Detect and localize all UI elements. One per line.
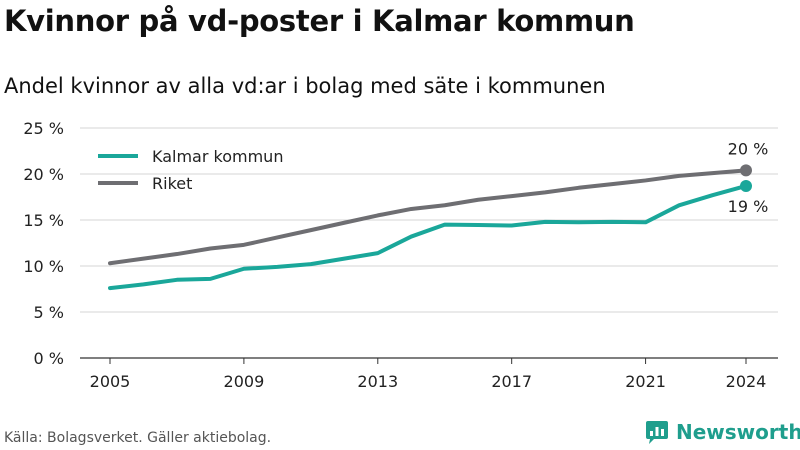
x-tick-label: 2005 bbox=[90, 372, 131, 391]
chart-title: Kvinnor på vd-poster i Kalmar kommun bbox=[4, 4, 635, 38]
x-tick-label: 2017 bbox=[491, 372, 532, 391]
y-tick-label: 5 % bbox=[34, 303, 64, 322]
y-tick-label: 20 % bbox=[23, 165, 64, 184]
x-tick-label: 2013 bbox=[357, 372, 398, 391]
x-tick-label: 2024 bbox=[726, 372, 767, 391]
end-label-riket: 20 % bbox=[728, 139, 769, 158]
x-tick-label: 2021 bbox=[625, 372, 666, 391]
brand-logo: Newsworthy bbox=[644, 419, 800, 445]
y-tick-label: 10 % bbox=[23, 257, 64, 276]
series-line-kalmar-kommun bbox=[108, 183, 748, 291]
grid-layer bbox=[80, 127, 778, 359]
axis-layer: 0 % 5 % 10 % 15 % 20 % 25 % 2005 2009 2013 2017 20… bbox=[23, 119, 766, 391]
chart-subtitle: Andel kvinnor av alla vd:ar i bolag med … bbox=[4, 74, 606, 98]
legend-label-riket: Riket bbox=[152, 174, 192, 193]
series-layer bbox=[108, 164, 752, 291]
source-note: Källa: Bolagsverket. Gäller aktiebolag. bbox=[4, 430, 272, 446]
y-tick-label: 15 % bbox=[23, 211, 64, 230]
end-label-kalmar-kommun: 19 % bbox=[728, 197, 769, 216]
end-point-kalmar-kommun bbox=[740, 179, 752, 192]
series-line-riket bbox=[108, 168, 748, 266]
brand-name: Newsworthy bbox=[676, 420, 800, 444]
y-tick-label: 25 % bbox=[23, 119, 64, 138]
legend: Kalmar kommun Riket bbox=[98, 147, 283, 193]
y-tick-label: 0 % bbox=[34, 349, 64, 368]
newsworthy-logo-icon bbox=[646, 421, 668, 444]
end-labels: 20 % 19 % bbox=[728, 139, 769, 216]
end-point-riket bbox=[740, 164, 752, 177]
legend-label-kalmar-kommun: Kalmar kommun bbox=[152, 147, 283, 166]
x-tick-label: 2009 bbox=[224, 372, 265, 391]
